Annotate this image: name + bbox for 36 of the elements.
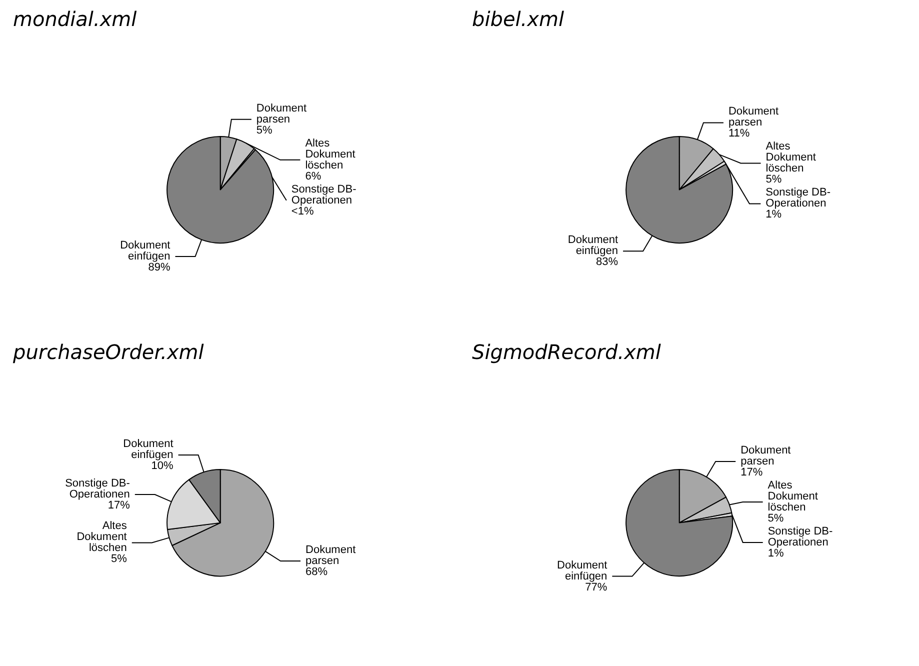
data-label: 6% <box>305 170 322 182</box>
slice-label: Sonstige DB-Operationen <box>291 183 357 206</box>
data-label: 5% <box>256 124 273 136</box>
slice-label: Altes Dokument löschen <box>305 137 356 172</box>
slice-label: Altes Dokument löschen <box>76 520 128 554</box>
data-label: 17% <box>740 466 763 478</box>
data-label: 5% <box>110 553 128 566</box>
data-label: 10% <box>151 460 174 472</box>
chart-title: bibel.xml <box>472 7 564 31</box>
slice-label: Dokument parsen <box>740 444 791 468</box>
slice-label: Sonstige DB-Operationen <box>768 525 833 548</box>
data-label: 68% <box>306 566 328 578</box>
chart-title: SigmodRecord.xml <box>472 340 662 364</box>
slice-label: Dokument parsen <box>306 544 356 568</box>
slice-label: Dokument einfügen <box>568 234 618 258</box>
data-label: 83% <box>596 256 618 268</box>
slice-label: Sonstige DB-Operationen <box>65 478 130 500</box>
slice-label: Dokument einfügen <box>120 240 170 263</box>
data-label: 1% <box>766 208 782 221</box>
data-label: 11% <box>728 128 750 140</box>
chart-title: mondial.xml <box>13 7 138 31</box>
slice-label: Altes Dokument löschen <box>766 140 816 175</box>
data-label: 89% <box>148 262 170 274</box>
slice-label: Sonstige DB-Operationen <box>766 186 831 210</box>
slice-label: Dokument einfügen <box>557 559 608 582</box>
data-label: 1% <box>768 547 784 560</box>
data-label: <1% <box>291 205 314 218</box>
slice-label: Dokument parsen <box>728 106 779 129</box>
data-label: 77% <box>585 581 608 594</box>
data-label: 17% <box>108 500 130 512</box>
chart-title: purchaseOrder.xml <box>12 340 204 364</box>
slice-label: Dokument einfügen <box>123 438 174 462</box>
data-label: 5% <box>766 174 782 186</box>
data-label: 5% <box>768 512 784 524</box>
slice-label: Altes Dokument löschen <box>768 479 818 514</box>
slice-label: Dokument parsen <box>256 102 307 126</box>
